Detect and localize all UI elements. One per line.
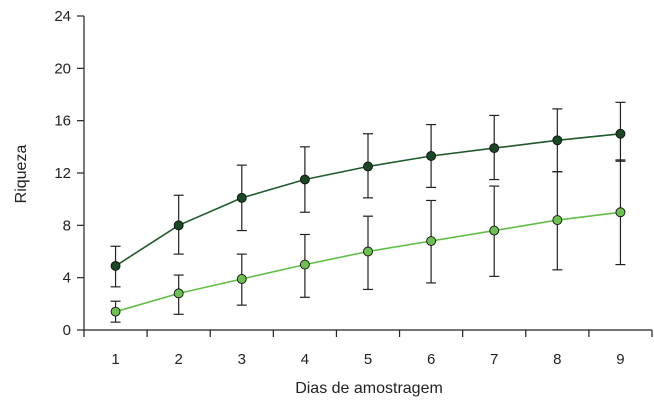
data-point [236,192,247,203]
x-tick-label: 7 [490,351,498,368]
x-tick-label: 6 [427,351,435,368]
y-tick-label: 4 [63,270,71,287]
y-axis-title: Riqueza [13,145,30,204]
y-tick-label: 24 [54,8,71,25]
x-tick-label: 4 [301,351,309,368]
y-tick-label: 0 [63,322,71,339]
data-point [173,220,184,231]
data-point [489,225,500,236]
series-1 [110,101,626,288]
y-tick-label: 16 [54,113,71,130]
data-point [110,306,121,317]
data-point [173,288,184,299]
data-point [489,143,500,154]
data-point [363,246,373,257]
data-point [299,259,310,270]
data-point [299,174,310,185]
data-point [110,260,121,271]
y-tick-label: 8 [63,217,71,234]
data-point [552,135,563,146]
x-tick-label: 8 [553,351,561,368]
data-point [236,274,247,284]
x-tick-label: 5 [364,351,372,368]
data-point [426,236,437,246]
y-tick-label: 12 [54,165,71,182]
data-point [426,151,437,161]
data-point [615,207,626,218]
data-point [363,161,373,172]
x-tick-label: 3 [238,351,246,368]
plot-area [110,101,626,323]
x-axis-title: Dias de amostragem [295,380,443,397]
series-2 [110,159,626,323]
y-tick-label: 20 [54,60,71,77]
data-point [615,128,626,139]
x-tick-label: 2 [174,351,182,368]
x-tick-label: 1 [111,351,119,368]
data-point [552,215,563,226]
x-tick-label: 9 [616,351,624,368]
